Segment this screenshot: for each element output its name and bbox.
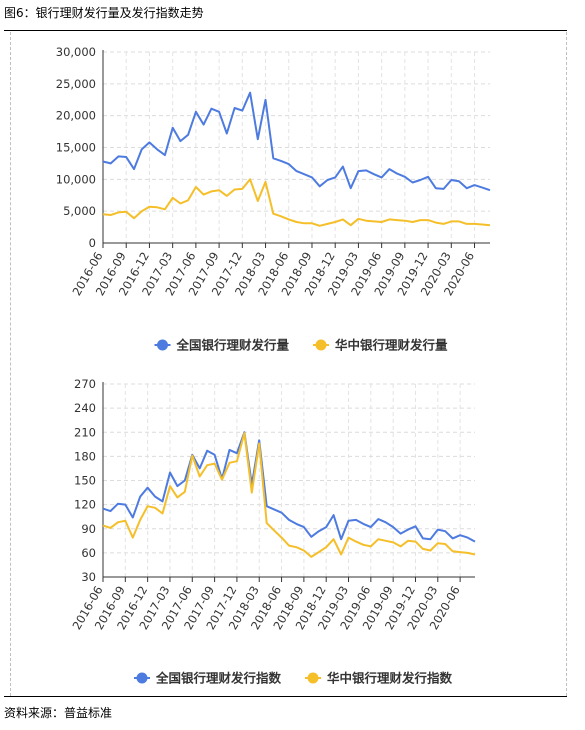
y-tick-label: 25,000: [56, 77, 96, 91]
y-tick-label: 0: [89, 236, 96, 250]
issuance-index-chart: 3060901201501802102402702016-062016-0920…: [69, 377, 476, 686]
y-tick-label: 15,000: [56, 141, 96, 155]
series-line-central-china: [102, 432, 476, 558]
figure-title: 图6：银行理财发行量及发行指数走势: [4, 6, 204, 20]
legend-label: 华中银行理财发行量: [335, 338, 448, 353]
source-note: 资料来源：普益标准: [4, 706, 113, 720]
y-tick-label: 180: [74, 449, 96, 463]
y-tick-label: 20,000: [56, 109, 96, 123]
y-tick-label: 5,000: [63, 204, 96, 218]
legend-marker: [157, 339, 168, 351]
legend-item-central-china: 华中银行理财发行量: [313, 338, 448, 353]
top-rule: [4, 30, 567, 31]
issuance-volume-chart: 05,00010,00015,00020,00025,00030,0002016…: [56, 45, 491, 353]
legend-item-national: 全国银行理财发行量: [154, 338, 290, 353]
legend-item-national: 全国银行理财发行指数: [134, 671, 282, 686]
legend-label: 全国银行理财发行指数: [155, 671, 282, 686]
y-tick-label: 210: [74, 425, 96, 439]
legend-marker: [315, 339, 327, 351]
legend-item-central-china: 华中银行理财发行指数: [305, 671, 453, 686]
y-tick-label: 150: [74, 474, 96, 488]
legend-label: 华中银行理财发行指数: [327, 671, 453, 686]
y-tick-label: 270: [74, 377, 96, 391]
bottom-rule: [4, 696, 567, 697]
series-line-national: [102, 431, 476, 543]
legend-marker: [307, 672, 319, 684]
y-tick-label: 240: [74, 401, 96, 415]
y-tick-label: 10,000: [56, 172, 96, 186]
legend-marker: [136, 672, 148, 684]
figure-frame: [10, 32, 567, 696]
y-tick-label: 30: [81, 570, 96, 584]
y-tick-label: 60: [81, 546, 96, 560]
series-line-national: [102, 91, 491, 192]
y-tick-label: 90: [81, 522, 96, 536]
y-tick-label: 30,000: [56, 45, 96, 59]
legend-label: 全国银行理财发行量: [176, 338, 290, 353]
y-tick-label: 120: [74, 498, 96, 512]
series-line-central-china: [102, 178, 491, 227]
